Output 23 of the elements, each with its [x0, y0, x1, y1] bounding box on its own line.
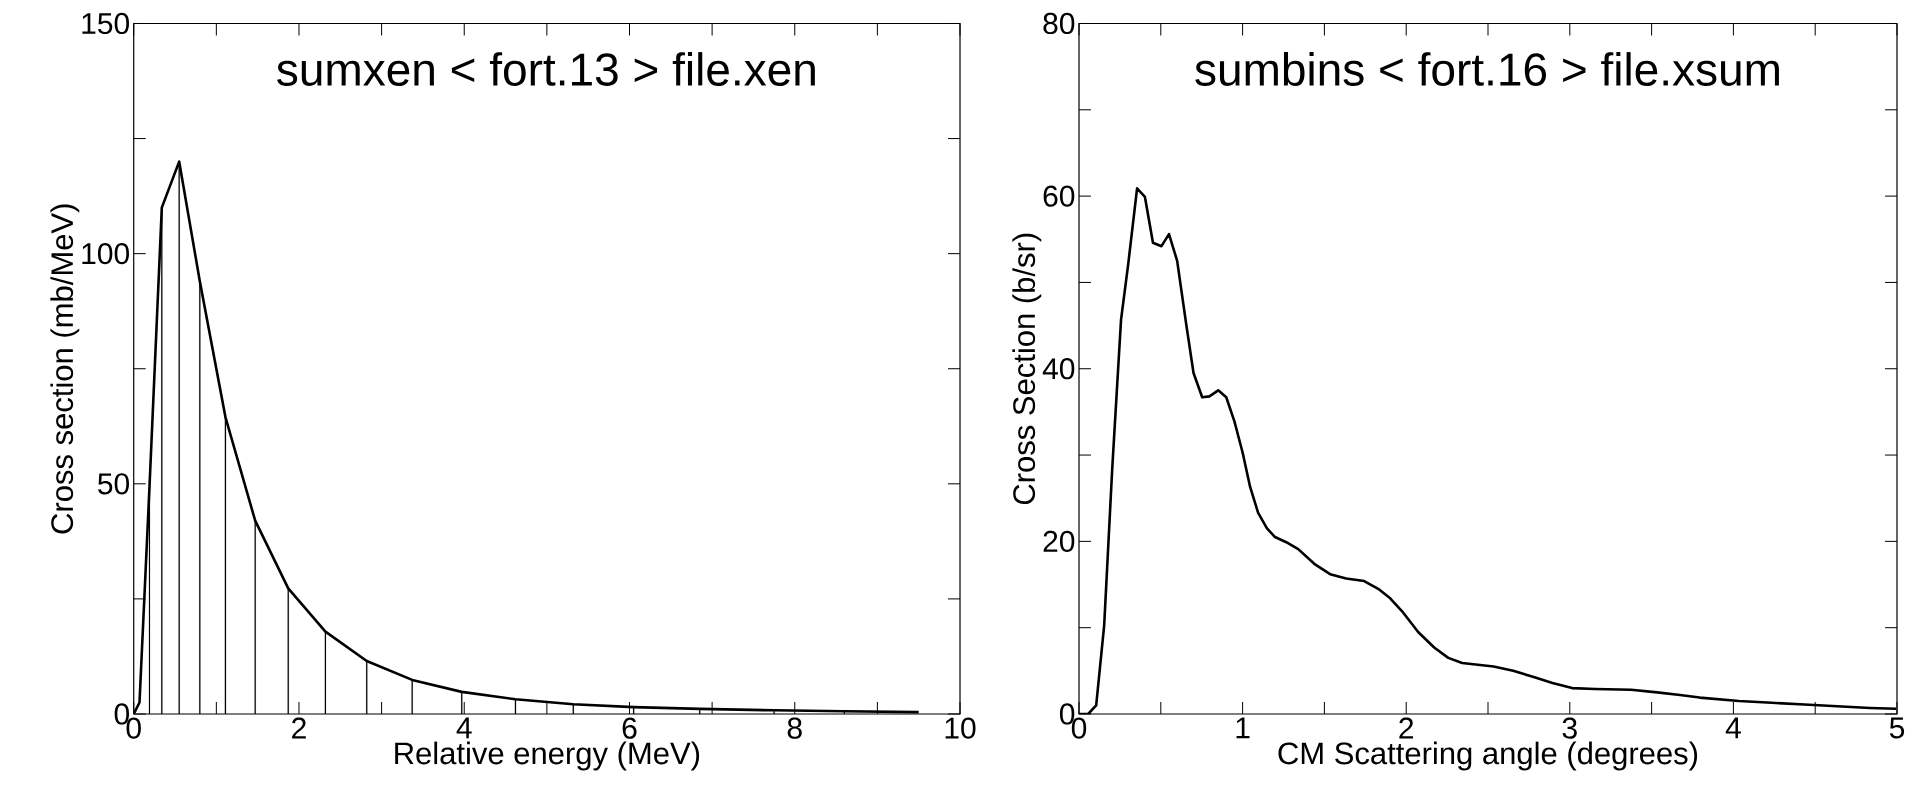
- chart-title: sumbins < fort.16 > file.xsum: [1195, 52, 1779, 86]
- x-tick-label: 2: [1399, 717, 1414, 739]
- x-tick-label: 5: [1889, 717, 1905, 739]
- y-tick-label: 20: [1043, 530, 1075, 552]
- x-axis-title: CM Scattering angle (degrees): [1278, 741, 1698, 771]
- y-tick-label: 100: [82, 243, 129, 265]
- y-tick-label: 50: [98, 473, 129, 495]
- x-tick-label: 10: [945, 717, 976, 739]
- x-tick-label: 4: [456, 717, 472, 739]
- chart-title: sumxen < fort.13 > file.xen: [277, 52, 815, 86]
- y-tick-label: 80: [1043, 12, 1075, 35]
- x-tick-label: 3: [1562, 717, 1577, 739]
- x-axis-title: Relative energy (MeV): [395, 741, 700, 771]
- y-tick-label: 150: [82, 12, 129, 35]
- y-axis-title: Cross Section (b/sr): [1012, 233, 1042, 505]
- y-axis-title: Cross section (mb/MeV): [50, 204, 80, 534]
- y-tick-label: 60: [1043, 185, 1075, 207]
- x-tick-label: 4: [1725, 717, 1741, 739]
- x-tick-label: 2: [292, 717, 306, 739]
- x-tick-label: 6: [622, 717, 637, 739]
- y-tick-label: 40: [1042, 358, 1075, 380]
- x-tick-label: 1: [1236, 717, 1250, 739]
- x-tick-label: 8: [787, 717, 802, 739]
